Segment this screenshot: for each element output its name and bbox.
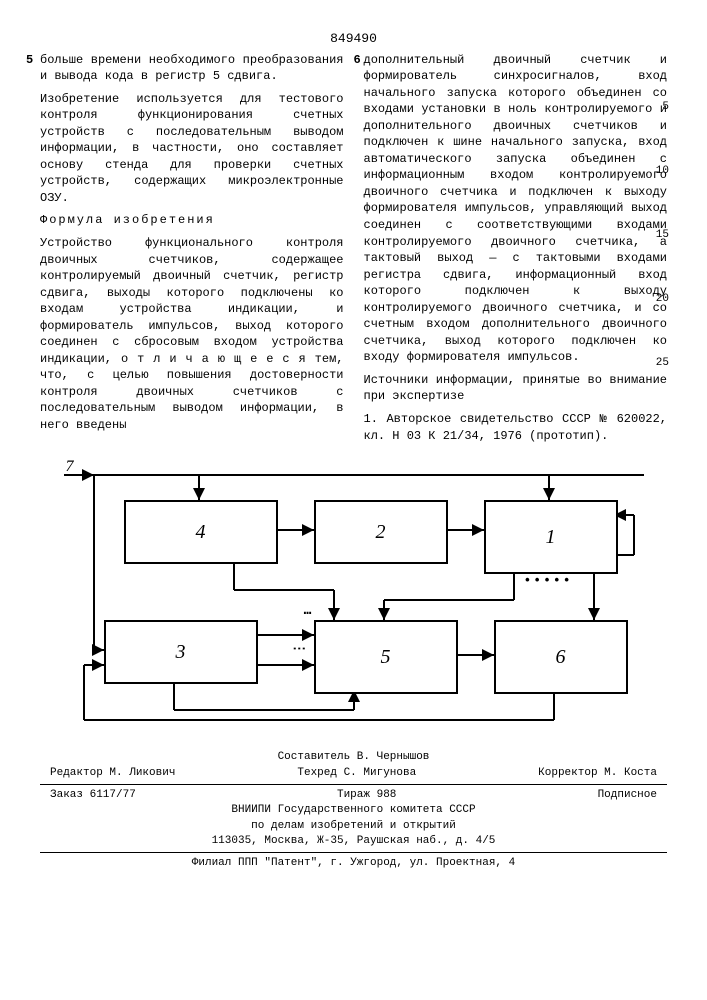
footer-org2: по делам изобретений и открытий <box>40 819 667 834</box>
line-num: 20 <box>656 292 669 307</box>
formula-title: Формула изобретения <box>40 212 344 229</box>
left-p2: Изобретение используется для тестового к… <box>40 91 344 207</box>
block-4: 4 <box>124 500 278 564</box>
dots-icon: ⋯ <box>304 605 314 623</box>
footer-org1: ВНИИПИ Государственного комитета СССР <box>40 803 667 818</box>
footer-rule <box>40 784 667 785</box>
dots-icon: ⋮ <box>290 642 308 657</box>
footer-order: Заказ 6117/77 Тираж 988 Подписное <box>40 788 667 803</box>
left-p1: больше времени необходимого преобразован… <box>40 52 344 85</box>
footer-credits: Редактор М. Ликович Техред С. Мигунова К… <box>40 766 667 781</box>
col-num-right: 6 <box>354 52 361 69</box>
right-p2: 1. Авторское свидетельство СССР № 620022… <box>364 411 668 444</box>
line-num: 25 <box>656 356 669 371</box>
footer-editor: Редактор М. Ликович <box>50 766 175 781</box>
block-5: 5 <box>314 620 458 694</box>
footer-addr: 113035, Москва, Ж-35, Раушская наб., д. … <box>40 834 667 849</box>
arrow-label-7: 7 <box>66 456 74 478</box>
footer-tirage: Тираж 988 <box>337 788 396 803</box>
footer-order-num: Заказ 6117/77 <box>50 788 136 803</box>
patent-number: 849490 <box>40 30 667 48</box>
line-num: 10 <box>656 164 669 179</box>
block-2: 2 <box>314 500 448 564</box>
footer-techred: Техред С. Мигунова <box>297 766 416 781</box>
footer-rule <box>40 852 667 853</box>
footer-branch: Филиал ППП "Патент", г. Ужгород, ул. Про… <box>40 856 667 871</box>
right-p1: дополнительный двоичный счетчик и формир… <box>364 52 668 366</box>
col-num-left: 5 <box>26 52 33 69</box>
dots-icon: ••••• <box>524 572 573 590</box>
line-num: 5 <box>662 100 669 115</box>
text-columns: 5 больше времени необходимого преобразов… <box>40 52 667 451</box>
sources-title: Источники информации, принятые во вниман… <box>364 372 668 405</box>
line-num: 15 <box>656 228 669 243</box>
block-3: 3 <box>104 620 258 684</box>
footer-block: Составитель В. Чернышов Редактор М. Лико… <box>40 750 667 872</box>
footer-compiler: Составитель В. Чернышов <box>40 750 667 765</box>
footer-subscription: Подписное <box>598 788 657 803</box>
block-1: 1 <box>484 500 618 574</box>
right-column: 6 5 10 15 20 25 дополнительный двоичный … <box>364 52 668 451</box>
footer-corrector: Корректор М. Коста <box>538 766 657 781</box>
left-p3: Устройство функционального контроля двои… <box>40 235 344 434</box>
block-6: 6 <box>494 620 628 694</box>
block-diagram: 7 4 2 1 3 5 6 ••••• ⋮ ⋯ <box>54 460 654 730</box>
left-column: 5 больше времени необходимого преобразов… <box>40 52 344 451</box>
